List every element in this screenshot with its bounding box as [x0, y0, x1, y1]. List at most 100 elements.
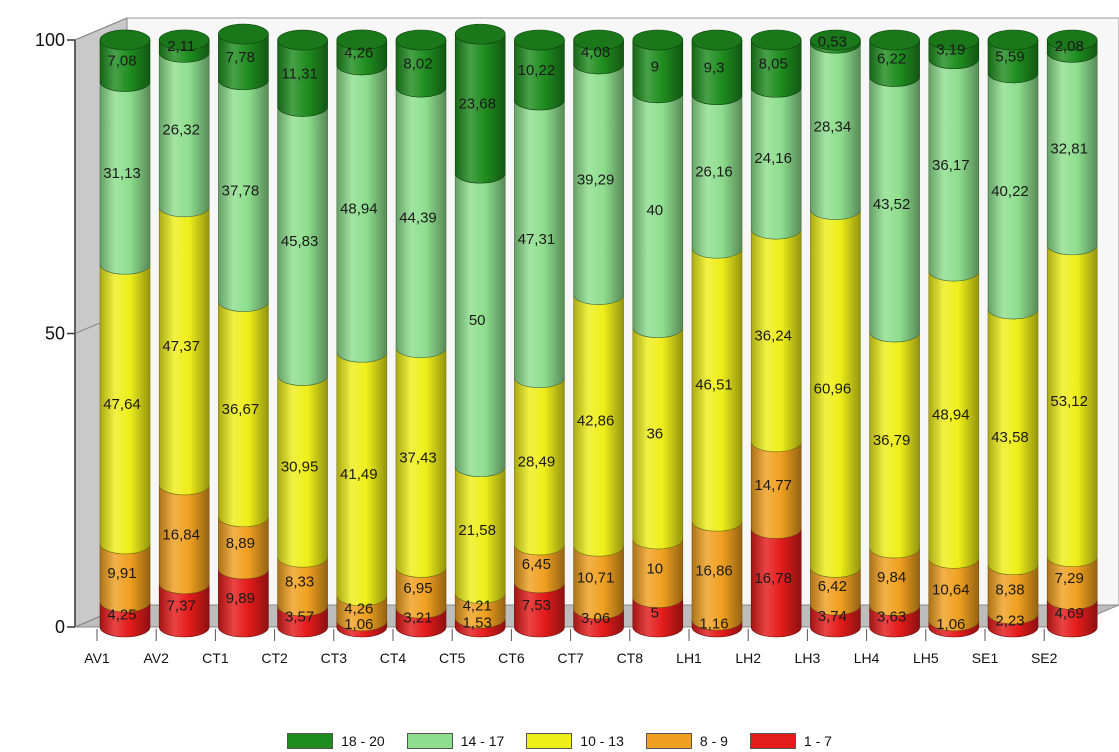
bar-top-cap	[810, 29, 861, 51]
data-label: 23,68	[458, 96, 496, 113]
data-label: 16,84	[162, 526, 200, 543]
legend-swatch	[749, 733, 796, 749]
data-label: 1,53	[463, 615, 492, 632]
data-label: 9	[651, 58, 659, 75]
data-label: 3,19	[936, 41, 965, 58]
legend: 18 - 20 14 - 17 10 - 13 8 - 9 1 - 7	[0, 730, 1119, 752]
data-label: 32,81	[1050, 141, 1088, 158]
data-label: 9,89	[226, 590, 255, 607]
legend-label: 8 - 9	[699, 733, 728, 749]
data-label: 47,37	[162, 338, 200, 355]
y-tick-label: 50	[45, 324, 65, 344]
legend-label: 18 - 20	[341, 733, 385, 749]
data-label: 1,16	[699, 616, 728, 633]
bar-top-cap	[218, 23, 269, 45]
x-tick-label: LH5	[913, 650, 939, 666]
data-label: 41,49	[340, 466, 378, 483]
data-label: 10,64	[932, 582, 970, 599]
bar-top-cap	[514, 29, 565, 51]
bar-top-cap	[573, 29, 624, 51]
x-tick-label: SE2	[1031, 650, 1058, 666]
data-label: 5,59	[995, 48, 1024, 65]
bar-LH1: 1,16 16,86 46,51 26,16 9,3	[691, 29, 743, 638]
data-label: 7,29	[1055, 570, 1084, 587]
x-tick-label: CT2	[261, 650, 288, 666]
data-label: 7,53	[522, 597, 551, 614]
data-label: 40,22	[991, 183, 1029, 200]
data-label: 10	[646, 560, 663, 577]
bar-top-cap	[987, 29, 1039, 51]
data-label: 36	[646, 425, 663, 442]
data-label: 28,34	[814, 118, 852, 135]
y-tick-label: 0	[55, 617, 65, 637]
y-tick-label: 100	[35, 30, 65, 50]
bar-AV2: 7,37 16,84 47,37 26,32 2,11	[158, 29, 210, 638]
data-label: 3,74	[818, 608, 847, 625]
data-label: 4,08	[581, 44, 610, 61]
data-label: 37,43	[399, 450, 437, 467]
x-tick-label: LH2	[735, 650, 761, 666]
data-label: 3,57	[285, 609, 314, 626]
bar-top-cap	[691, 29, 743, 51]
legend-label: 14 - 17	[460, 733, 505, 749]
data-label: 8,02	[403, 56, 432, 73]
data-label: 10,22	[518, 62, 556, 79]
data-label: 4,26	[344, 600, 373, 617]
data-label: 1,06	[936, 616, 965, 633]
bar-LH5: 1,06 10,64 48,94 36,17 3,19	[928, 29, 980, 638]
data-label: 26,32	[162, 122, 200, 139]
legend-swatch	[526, 733, 573, 749]
bar-top-cap	[454, 23, 506, 45]
data-label: 6,22	[877, 50, 906, 67]
bar-CT4: 3,21 6,95 37,43 44,39 8,02	[395, 29, 447, 638]
bar-AV1: 4,25 9,91 47,64 31,13 7,08	[99, 29, 151, 638]
bar-SE1: 2,23 8,38 43,58 40,22 5,59	[987, 29, 1039, 638]
bar-LH4: 3,63 9,84 36,79 43,52 6,22	[869, 29, 920, 638]
data-label: 8,38	[995, 581, 1024, 598]
data-label: 43,58	[991, 429, 1029, 446]
data-label: 3,63	[877, 608, 906, 625]
data-label: 11,31	[281, 65, 317, 82]
data-label: 8,89	[226, 535, 255, 552]
data-label: 8,05	[759, 56, 788, 73]
data-label: 30,95	[281, 458, 319, 475]
data-label: 8,33	[285, 574, 314, 591]
data-label: 6,45	[522, 556, 551, 573]
data-label: 6,42	[818, 578, 847, 595]
bar-CT7: 3,06 10,71 42,86 39,29 4,08	[573, 29, 624, 638]
data-label: 39,29	[577, 171, 615, 188]
data-label: 36,24	[754, 327, 792, 344]
data-label: 4,21	[463, 598, 492, 615]
bar-LH3: 3,74 6,42 60,96 28,34 0,53	[810, 29, 861, 638]
data-label: 60,96	[814, 380, 852, 397]
bar-top-cap	[158, 29, 210, 51]
data-label: 1,06	[344, 616, 373, 633]
data-label: 2,23	[995, 612, 1024, 629]
x-tick-label: SE1	[972, 650, 999, 666]
bar-top-cap	[869, 29, 920, 51]
data-label: 21,58	[458, 522, 496, 539]
bar-top-cap	[336, 29, 388, 51]
data-label: 36,67	[222, 401, 260, 418]
data-label: 2,08	[1055, 38, 1084, 55]
data-label: 14,77	[754, 477, 792, 494]
legend-swatch	[406, 733, 453, 749]
x-tick-label: CT5	[439, 650, 466, 666]
legend-item-10-13: 10 - 13	[526, 733, 624, 749]
data-label: 9,84	[877, 569, 906, 586]
data-label: 16,78	[754, 570, 792, 587]
x-tick-label: CT7	[557, 650, 584, 666]
x-tick-label: AV2	[143, 650, 169, 666]
data-label: 28,49	[518, 453, 556, 470]
legend-item-18-20: 18 - 20	[287, 733, 385, 749]
legend-item-8-9: 8 - 9	[645, 733, 728, 749]
x-tick-label: CT3	[321, 650, 348, 666]
data-label: 48,94	[932, 407, 970, 424]
legend-item-1-7: 1 - 7	[749, 733, 832, 749]
data-label: 36,79	[873, 432, 911, 449]
data-label: 36,17	[932, 157, 970, 174]
data-label: 53,12	[1050, 393, 1088, 410]
data-label: 24,16	[754, 150, 792, 167]
